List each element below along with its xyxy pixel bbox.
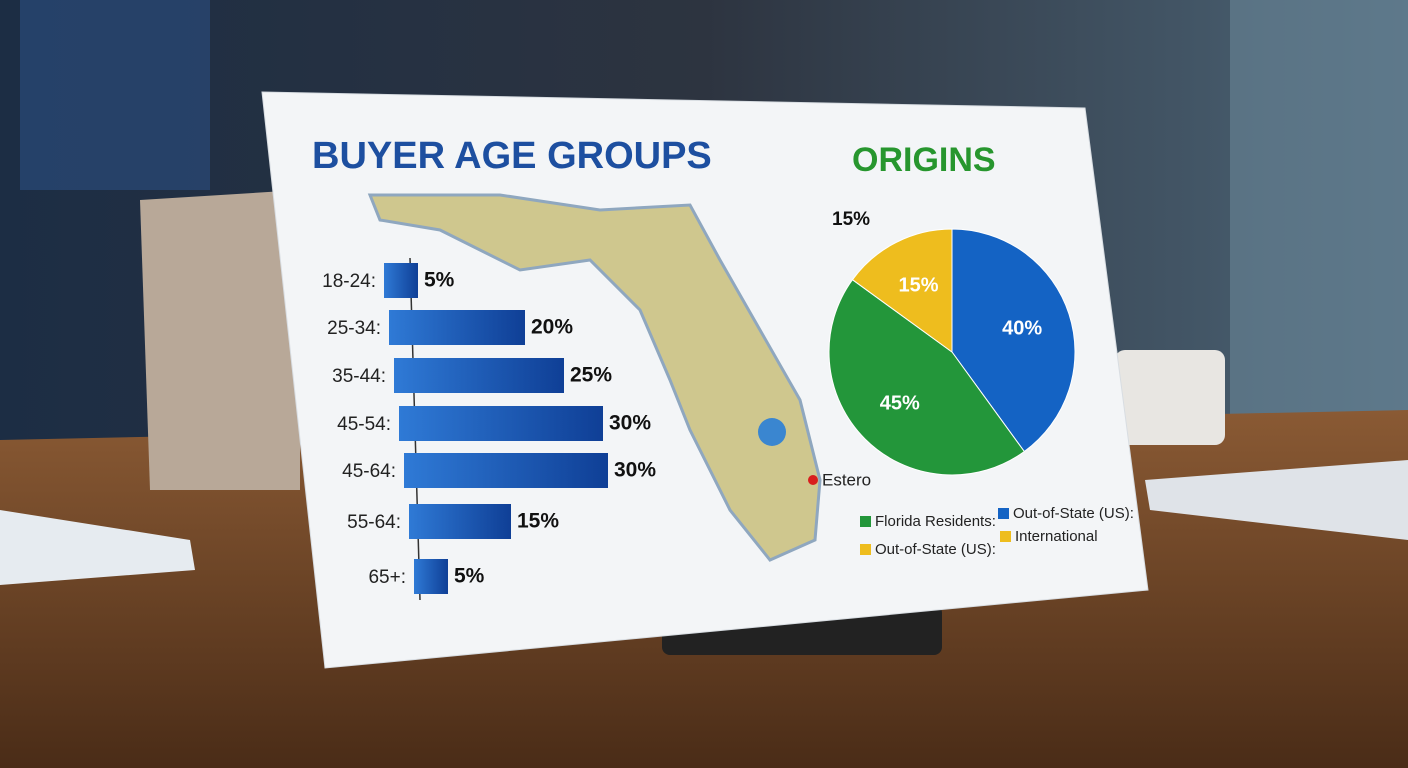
value-label: 20%: [531, 316, 573, 339]
bar: [414, 559, 448, 594]
bar: [394, 358, 564, 393]
bar: [409, 504, 511, 539]
legend-swatch: [998, 508, 1009, 519]
pie-slice: [851, 228, 953, 353]
pie-slice: [828, 279, 1025, 476]
notebook: [1145, 460, 1408, 540]
background-window: [1230, 0, 1408, 420]
value-label: 40%: [1002, 317, 1042, 339]
value-label: 25%: [570, 364, 612, 387]
legend-swatch: [860, 516, 871, 527]
bar: [404, 453, 608, 488]
value-label: 45%: [880, 392, 920, 414]
value-label: 5%: [454, 565, 485, 588]
pie-slice: [951, 228, 1076, 453]
background-poster: [20, 0, 210, 190]
legend-label: Out-of-State (US):: [875, 541, 996, 558]
category-label: 35-44:: [332, 366, 386, 387]
legend-swatch: [860, 544, 871, 555]
category-label: 18-24:: [322, 271, 376, 292]
category-label: 25-34:: [327, 318, 381, 339]
value-label: 15%: [517, 510, 559, 533]
coffee-cup: [1115, 350, 1225, 445]
legend-label: Florida Residents:: [875, 513, 996, 530]
value-label: 5%: [424, 269, 455, 292]
callout-label: 15%: [832, 209, 870, 230]
map-marker: [808, 475, 818, 485]
value-label: 30%: [609, 412, 651, 435]
value-label: 15%: [898, 275, 938, 297]
chart-title: BUYER AGE GROUPS: [312, 135, 712, 177]
legend-swatch: [1000, 531, 1011, 542]
value-label: 30%: [614, 459, 656, 482]
map-label: Estero: [822, 470, 871, 489]
lake: [758, 418, 786, 446]
laptop: [140, 190, 300, 490]
category-label: 55-64:: [347, 512, 401, 533]
category-label: 65+:: [368, 567, 406, 588]
bar: [384, 263, 418, 298]
papers: [0, 510, 195, 585]
florida-map: [367, 193, 822, 562]
legend-label: International: [1015, 528, 1098, 545]
bar: [389, 310, 525, 345]
chart-title: ORIGINS: [852, 141, 996, 179]
legend-label: Out-of-State (US):: [1013, 505, 1134, 522]
category-label: 45-64:: [342, 461, 396, 482]
bar: [399, 406, 603, 441]
category-label: 45-54:: [337, 414, 391, 435]
